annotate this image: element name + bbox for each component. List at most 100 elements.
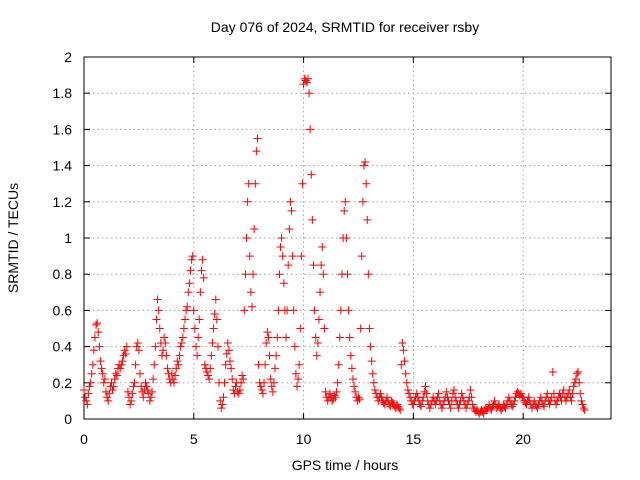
data-points [80, 74, 589, 418]
data-point [197, 266, 206, 275]
data-point [332, 387, 341, 396]
x-tick-label: 20 [515, 431, 531, 447]
data-point [101, 387, 110, 396]
data-point [310, 306, 319, 315]
data-point [218, 400, 227, 409]
data-point [119, 351, 128, 360]
y-tick-label: 1.8 [53, 85, 73, 101]
data-point [577, 396, 586, 405]
data-point [264, 333, 273, 342]
y-tick-label: 0 [64, 411, 72, 427]
data-point [231, 382, 240, 391]
data-point [88, 360, 97, 369]
data-point [120, 346, 129, 355]
data-point [533, 404, 542, 413]
data-point [237, 378, 246, 387]
data-point [289, 306, 298, 315]
data-point [89, 346, 98, 355]
data-point [333, 378, 342, 387]
data-point [295, 360, 304, 369]
data-point [359, 161, 368, 170]
data-point [306, 125, 315, 134]
data-point [487, 405, 496, 414]
y-tick-label: 0.4 [53, 339, 73, 355]
data-point [100, 375, 109, 384]
data-point [342, 234, 351, 242]
data-point [149, 375, 158, 384]
data-point [243, 197, 252, 206]
data-point [133, 338, 142, 347]
data-point [357, 252, 366, 261]
data-point [177, 338, 186, 347]
data-point [228, 375, 237, 384]
data-point [574, 367, 583, 376]
data-point [227, 364, 236, 373]
data-point [82, 396, 91, 405]
data-point [135, 369, 144, 378]
data-point [176, 342, 185, 351]
data-point [548, 367, 557, 376]
data-point [118, 357, 127, 366]
data-point [578, 400, 587, 409]
data-point [184, 288, 193, 297]
data-point [398, 338, 407, 347]
data-point [490, 396, 499, 405]
data-point [196, 288, 205, 297]
data-point [524, 393, 533, 402]
data-point [571, 375, 580, 384]
data-point [257, 386, 266, 395]
data-point [95, 342, 104, 351]
data-point [404, 389, 413, 398]
data-point [540, 402, 549, 411]
data-point [87, 369, 96, 378]
data-point [145, 396, 154, 405]
data-point [362, 179, 371, 188]
data-point [183, 302, 192, 311]
data-point [250, 224, 259, 233]
data-point [509, 400, 518, 409]
data-point [97, 364, 106, 373]
data-point [442, 387, 451, 396]
data-point [108, 386, 117, 395]
data-point [376, 389, 385, 398]
data-point [122, 342, 131, 351]
data-point [277, 234, 286, 242]
grid [84, 57, 611, 419]
data-point [181, 315, 190, 324]
data-point [160, 333, 169, 342]
data-point [367, 357, 376, 366]
data-point [479, 409, 488, 418]
data-point [443, 393, 452, 402]
x-tick-label: 5 [190, 431, 198, 447]
data-point [370, 386, 379, 395]
data-point [211, 295, 220, 304]
data-point [198, 255, 207, 264]
data-point [501, 404, 510, 413]
data-point [93, 319, 102, 328]
data-point [290, 342, 299, 351]
data-point [189, 306, 198, 315]
data-point [468, 400, 477, 409]
data-point [291, 369, 300, 378]
y-tick-label: 1 [64, 230, 72, 246]
data-point [204, 371, 213, 380]
data-point [191, 342, 200, 351]
data-point [127, 396, 136, 405]
data-point [247, 302, 256, 311]
data-point [272, 351, 281, 360]
x-tick-label: 0 [80, 431, 88, 447]
data-point [202, 367, 211, 376]
data-point [579, 404, 588, 413]
data-point [308, 215, 317, 224]
data-point [580, 405, 589, 414]
data-point [221, 360, 230, 369]
data-point [208, 338, 217, 347]
data-point [251, 179, 260, 188]
data-point [94, 328, 103, 337]
data-point [420, 387, 429, 396]
data-point [346, 351, 355, 360]
data-point [146, 393, 155, 402]
data-point [569, 382, 578, 391]
data-point [415, 400, 424, 409]
